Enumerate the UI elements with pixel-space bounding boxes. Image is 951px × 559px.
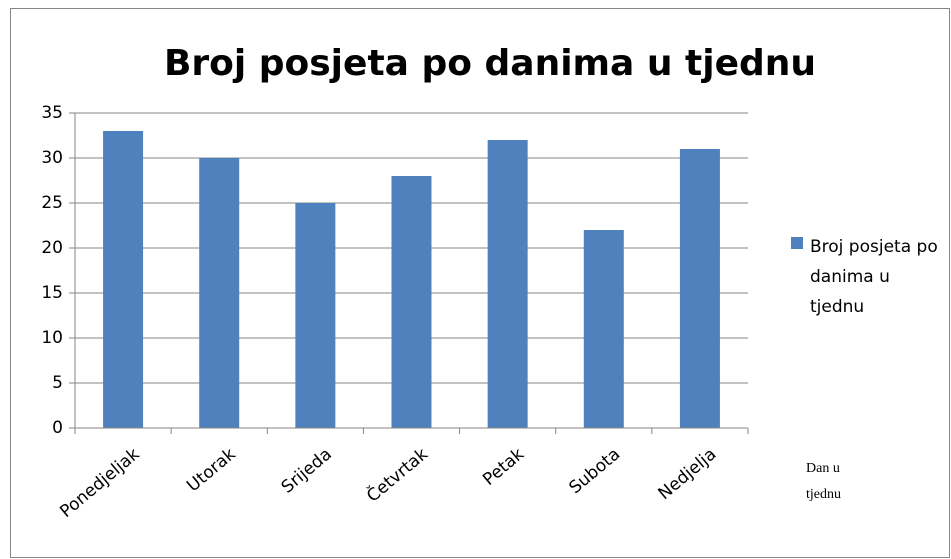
chart-title: Broj posjeta po danima u tjednu [164, 43, 816, 84]
y-tick-label: 20 [41, 238, 63, 258]
y-tick-label: 5 [52, 373, 63, 393]
bar [487, 140, 528, 428]
bar [295, 203, 336, 428]
y-tick-label: 25 [41, 193, 63, 213]
y-tick-label: 10 [41, 328, 63, 348]
x-axis-title: Dan u tjednu [806, 461, 841, 502]
bar [199, 158, 240, 428]
legend-swatch [791, 237, 803, 249]
y-tick-label: 0 [52, 418, 63, 438]
legend-label: Broj posjeta po danima u tjednu [810, 237, 938, 317]
bar [583, 230, 624, 428]
bar [679, 149, 720, 428]
bar [391, 176, 432, 428]
bar [103, 131, 144, 428]
chart-border [10, 8, 950, 558]
y-tick-label: 30 [41, 148, 63, 168]
y-tick-label: 35 [41, 103, 63, 123]
y-tick-label: 15 [41, 283, 63, 303]
